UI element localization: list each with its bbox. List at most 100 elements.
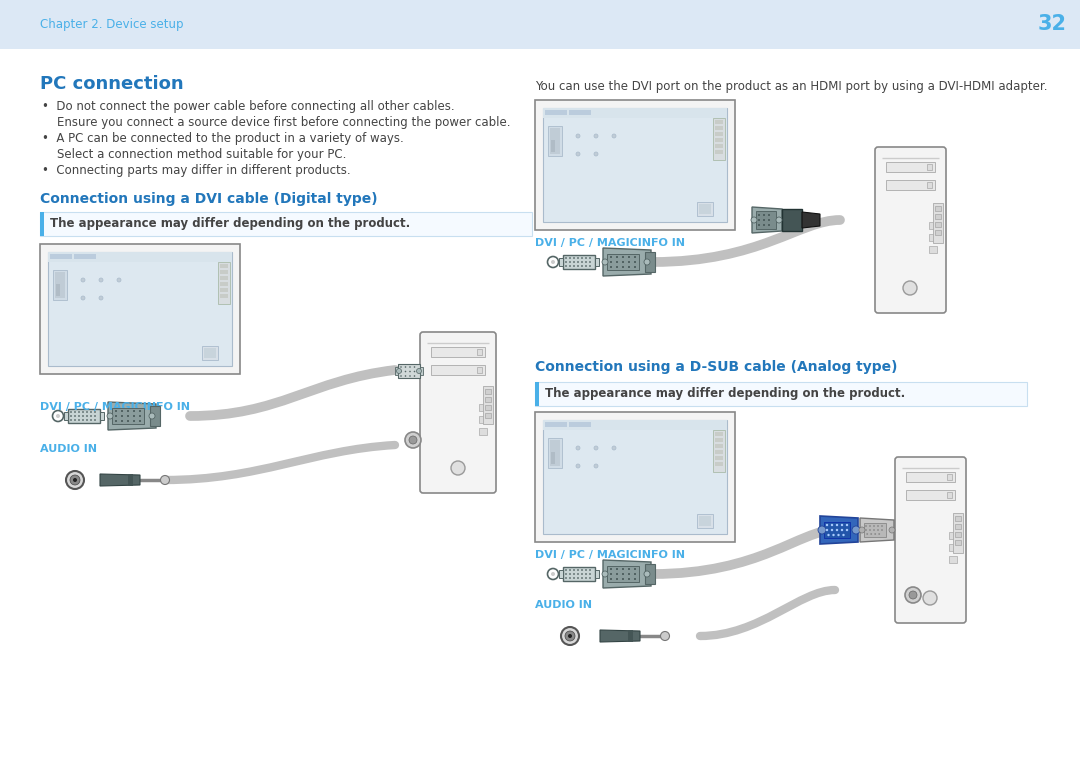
Circle shape (569, 257, 571, 259)
Text: •  A PC can be connected to the product in a variety of ways.: • A PC can be connected to the product i… (42, 132, 404, 145)
Circle shape (852, 526, 860, 534)
Bar (929, 234, 937, 241)
Circle shape (833, 534, 835, 536)
Circle shape (581, 261, 583, 263)
Bar (543, 420, 727, 534)
Circle shape (589, 257, 591, 259)
Circle shape (581, 573, 583, 575)
Bar (595, 570, 599, 578)
Text: Select a connection method suitable for your PC.: Select a connection method suitable for … (42, 148, 347, 161)
Circle shape (768, 219, 770, 221)
Bar (595, 258, 599, 266)
Circle shape (589, 569, 591, 571)
Circle shape (414, 371, 416, 372)
Bar (431, 347, 485, 357)
Bar (955, 532, 961, 537)
Bar (535, 100, 735, 230)
Bar (480, 428, 487, 435)
Bar (559, 570, 563, 578)
Circle shape (569, 569, 571, 571)
Circle shape (565, 577, 567, 579)
Circle shape (846, 529, 848, 531)
Text: The appearance may differ depending on the product.: The appearance may differ depending on t… (545, 388, 905, 401)
Bar (100, 412, 104, 420)
Bar (48, 252, 232, 262)
Bar (935, 230, 941, 235)
Circle shape (75, 411, 76, 413)
Circle shape (612, 134, 616, 138)
Bar (485, 397, 491, 402)
Circle shape (568, 634, 572, 638)
Bar (55, 272, 65, 298)
Circle shape (866, 533, 868, 535)
Bar (550, 440, 561, 466)
Bar (40, 244, 240, 374)
Circle shape (589, 577, 591, 579)
Bar (64, 412, 68, 420)
Circle shape (161, 475, 170, 485)
Bar (699, 204, 711, 214)
Bar (906, 490, 955, 500)
Circle shape (634, 573, 636, 575)
Bar (220, 288, 228, 292)
Circle shape (612, 446, 616, 450)
Circle shape (758, 224, 760, 226)
Circle shape (139, 415, 141, 417)
Circle shape (401, 366, 402, 368)
Bar (543, 108, 727, 118)
Bar (715, 144, 723, 148)
Bar (715, 132, 723, 136)
Circle shape (577, 573, 579, 575)
Bar (485, 405, 491, 410)
Bar (545, 110, 567, 115)
Circle shape (573, 569, 575, 571)
Circle shape (577, 265, 579, 267)
Bar (220, 276, 228, 280)
Circle shape (610, 266, 612, 268)
Circle shape (90, 411, 92, 413)
Bar (699, 516, 711, 526)
Bar (607, 254, 639, 270)
Circle shape (831, 524, 833, 526)
Bar (112, 408, 144, 424)
Text: Connection using a D-SUB cable (Analog type): Connection using a D-SUB cable (Analog t… (535, 360, 897, 374)
FancyBboxPatch shape (420, 332, 496, 493)
Circle shape (610, 568, 612, 570)
Circle shape (762, 214, 765, 216)
Bar (220, 294, 228, 298)
Circle shape (616, 578, 618, 580)
Bar (545, 422, 567, 427)
Circle shape (634, 261, 636, 263)
Bar (607, 566, 639, 582)
Circle shape (616, 256, 618, 258)
Circle shape (869, 529, 870, 531)
Circle shape (903, 281, 917, 295)
Circle shape (581, 577, 583, 579)
Text: DVI / PC / MAGICINFO IN: DVI / PC / MAGICINFO IN (40, 402, 190, 412)
Bar (927, 164, 932, 170)
Bar (947, 492, 951, 498)
Bar (645, 564, 654, 584)
Circle shape (139, 410, 141, 412)
Bar (550, 128, 561, 154)
Polygon shape (603, 560, 651, 588)
Circle shape (842, 534, 845, 536)
Bar (543, 420, 727, 430)
Circle shape (577, 569, 579, 571)
Bar (929, 222, 937, 229)
Text: DVI / PC / MAGICINFO IN: DVI / PC / MAGICINFO IN (535, 550, 685, 560)
Circle shape (573, 261, 575, 263)
Polygon shape (600, 630, 640, 642)
Circle shape (565, 265, 567, 267)
Circle shape (94, 415, 96, 417)
Circle shape (414, 375, 416, 377)
Bar (559, 258, 563, 266)
Bar (202, 346, 218, 360)
Bar (627, 630, 633, 642)
Bar (953, 513, 963, 553)
Circle shape (594, 152, 598, 156)
Circle shape (878, 533, 880, 535)
Circle shape (451, 461, 465, 475)
Circle shape (644, 259, 650, 265)
Circle shape (594, 464, 598, 468)
